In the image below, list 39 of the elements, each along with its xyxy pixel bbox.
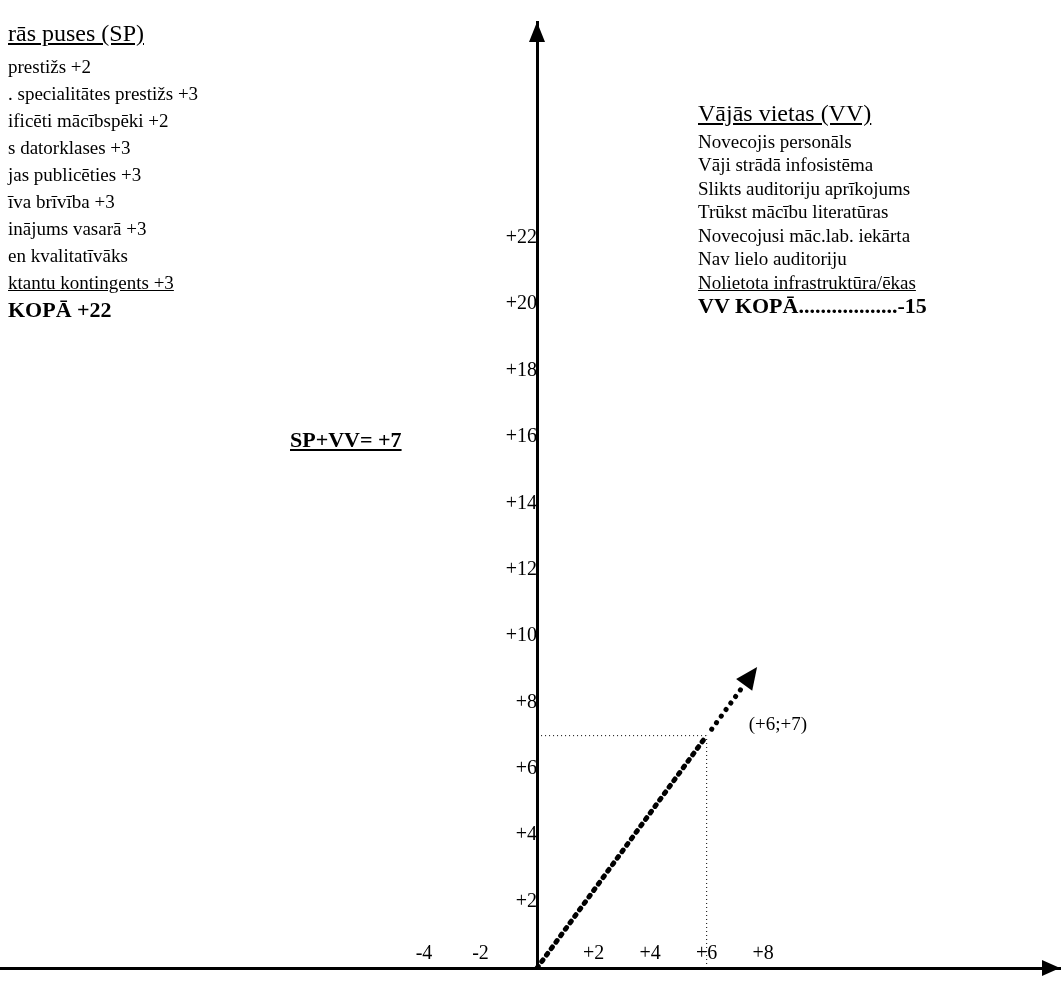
annotation: inājums vasarā +3: [8, 218, 147, 239]
annotation: SP+VV= +7: [290, 427, 402, 452]
annotation: (+6;+7): [748, 712, 808, 734]
x-tick-label: -4: [415, 941, 433, 964]
annotation: Slikts auditoriju aprīkojums: [698, 177, 911, 199]
annotation: Vāji strādā infosistēma: [698, 154, 874, 175]
annotation: Novecojusi māc.lab. iekārta: [698, 224, 911, 246]
y-tick-label: +12: [505, 556, 538, 579]
annotation: jas publicēties +3: [8, 164, 142, 185]
y-tick-label: +2: [515, 888, 538, 911]
y-tick-label: +22: [505, 225, 538, 247]
y-tick-label: +8: [515, 689, 538, 712]
y-tick-label: +10: [505, 623, 538, 646]
annotation: Novecojis personāls: [698, 130, 852, 152]
annotation: rās puses (SP): [8, 20, 144, 46]
annotation: KOPĀ +22: [8, 297, 112, 322]
y-tick-label: +18: [505, 357, 538, 380]
annotation: Nolietota infrastruktūra/ēkas: [698, 271, 916, 293]
annotation: Vājās vietas (VV): [698, 100, 872, 126]
annotation: VV KOPĀ..................-15: [698, 293, 927, 318]
x-tick-label: +4: [639, 941, 661, 964]
x-tick-label: -2: [472, 941, 489, 964]
x-tick-label: +2: [582, 941, 605, 964]
y-tick-label: +14: [505, 490, 538, 513]
annotation: ificēti mācībspēki +2: [8, 110, 169, 131]
annotation: ktantu kontingents +3: [8, 272, 174, 293]
annotation: en kvalitatīvāks: [8, 245, 128, 266]
y-tick-label: +6: [515, 756, 538, 779]
annotation: prestižs +2: [8, 56, 92, 77]
x-tick-label: +8: [752, 941, 774, 964]
annotation: Trūkst mācību literatūras: [698, 201, 889, 222]
x-tick-label: +6: [696, 941, 718, 964]
annotation: s datorklases +3: [8, 137, 131, 158]
annotation: Nav lielo auditoriju: [698, 248, 847, 269]
annotation: īva brīvība +3: [8, 191, 115, 212]
y-tick-label: +20: [505, 291, 538, 314]
y-tick-label: +16: [505, 424, 538, 447]
annotation: . specialitātes prestižs +3: [8, 83, 199, 104]
y-tick-label: +4: [515, 822, 538, 845]
